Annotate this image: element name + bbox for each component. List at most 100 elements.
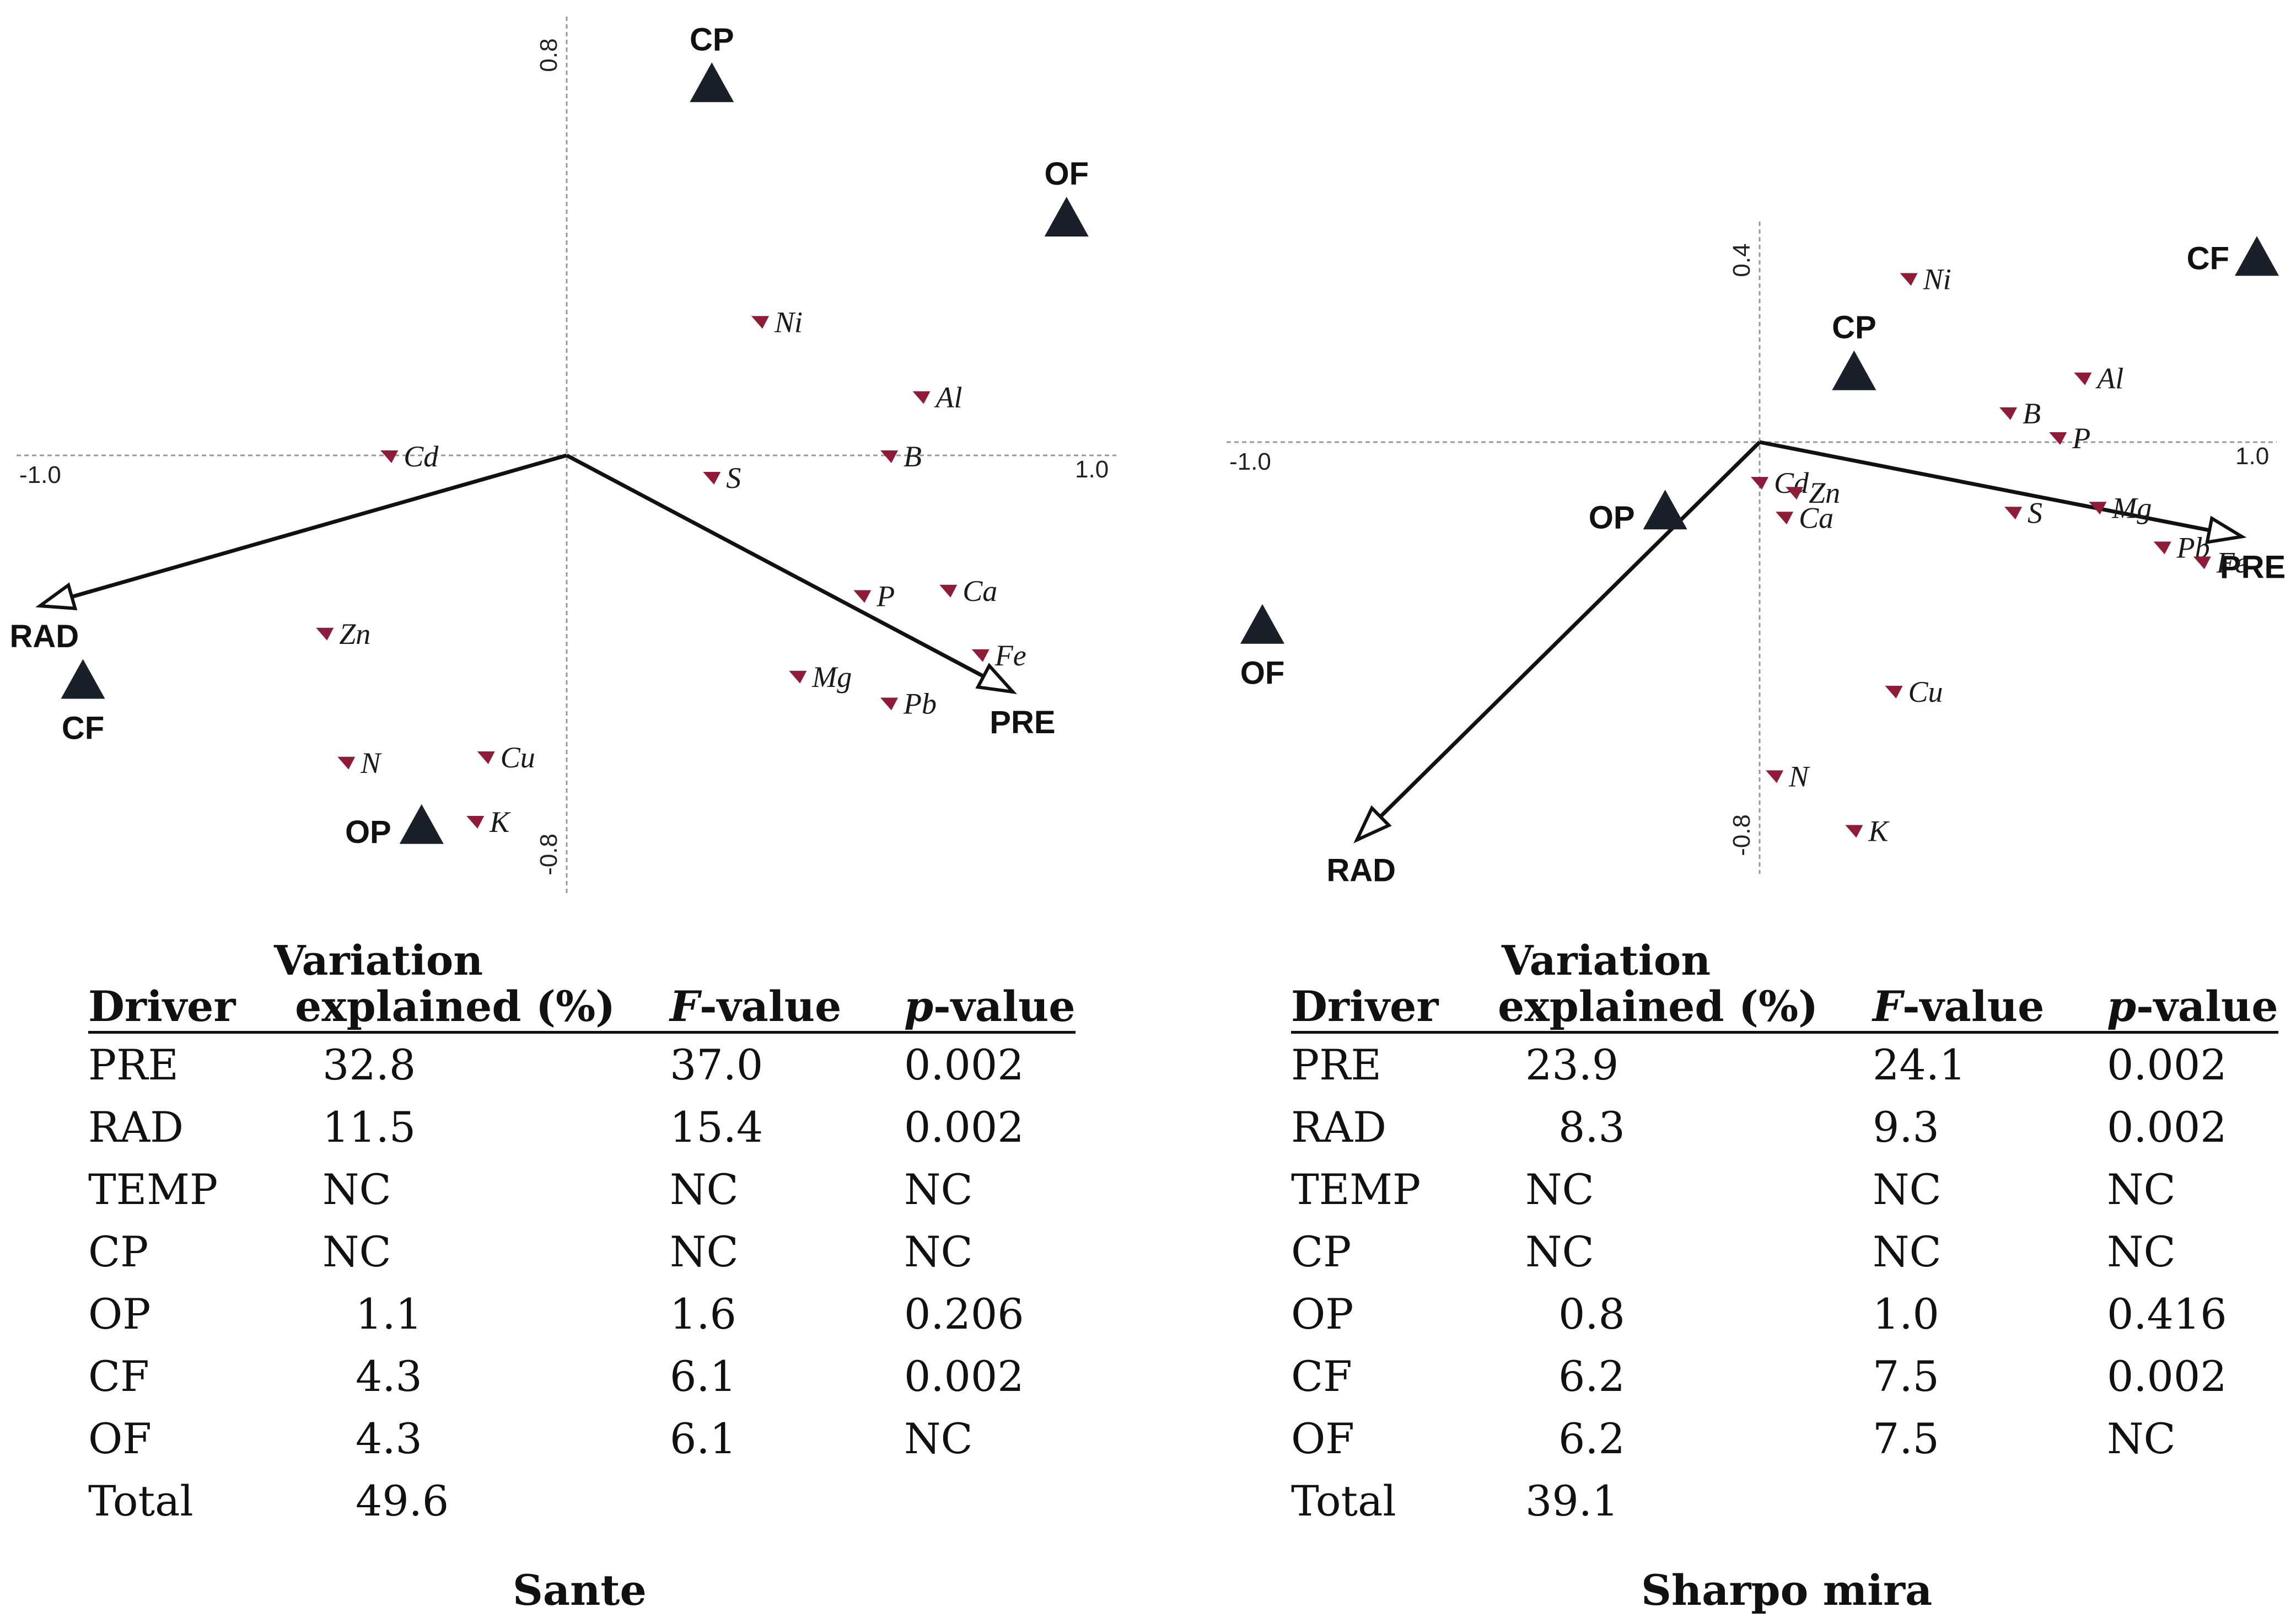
p-value-cell: NC [904,1227,973,1276]
header-f-value: F-value [670,969,904,1034]
factor-marker-of [1240,604,1284,644]
p-value-cell: NC [2107,1414,2176,1463]
species-marker-mg [789,670,807,684]
p-value-cell: NC [904,1165,973,1214]
factor-label-of: OF [1044,156,1089,192]
header-f-value: F-value [1873,969,2107,1034]
p-value-cell: 0.416 [2107,1289,2227,1339]
table-row: PRE 32.8 37.0 0.002 [88,1033,1076,1097]
explained-cell: 6.2 [1558,1414,1625,1463]
arrow-rad [40,453,567,608]
explained-cell: 6.2 [1558,1352,1625,1401]
species-marker-fe [2193,556,2211,569]
factor-label-cf: CF [2187,240,2229,276]
p-value-cell: 0.002 [904,1040,1024,1089]
factor-label-of: OF [1240,655,1285,691]
species-marker-ni [1900,273,1918,286]
f-value-cell: NC [1873,1227,1942,1276]
table-header-row: Driver explained (%) F-value p-value [1291,969,2278,1034]
species-marker-cd [380,450,399,463]
species-marker-k [466,816,485,829]
table-total-row: Total 39.1 [1291,1470,2278,1532]
driver-cell: TEMP [1291,1165,1421,1214]
sharpo-mira-variation-table: Variation Driver explained (%) F-value p… [1291,937,2296,1621]
f-value-cell: 7.5 [1873,1352,1939,1401]
driver-cell: OP [88,1289,151,1339]
table-row: RAD 8.3 9.3 0.002 [1291,1096,2278,1158]
species-marker-s [703,472,721,485]
species-label-s: S [726,461,741,495]
arrow-head [2205,515,2247,545]
factor-marker-cp [690,62,734,103]
table-row: OP 1.1 1.6 0.206 [88,1283,1076,1345]
table-row: OF 6.2 7.5 NC [1291,1407,2278,1470]
factor-label-cp: CP [1832,310,1876,346]
driver-cell: CF [88,1352,149,1401]
f-value-cell: NC [1873,1165,1942,1214]
arrow-label-pre: PRE [2220,549,2286,585]
species-marker-zn [1786,487,1804,500]
p-value-cell: NC [2107,1165,2176,1214]
f-value-cell: NC [670,1227,739,1276]
site-label: Sante [513,1566,647,1615]
arrow-head [35,582,78,610]
explained-cell: 4.3 [356,1352,422,1401]
species-label-p: P [876,580,895,613]
table-row: TEMP NC NC NC [88,1158,1076,1221]
table-row: CP NC NC NC [88,1221,1076,1283]
species-marker-pb [880,697,898,711]
total-label: Total [1291,1476,1396,1525]
x-tick-label: 1.0 [1075,456,1109,483]
factor-marker-op [399,804,444,844]
p-value-cell: 0.206 [904,1289,1024,1339]
factor-marker-cf [2235,236,2279,276]
factor-label-cp: CP [690,22,734,57]
species-label-fe: Fe [994,639,1026,672]
factor-marker-of [1044,197,1089,237]
f-value-cell: 1.6 [670,1289,736,1339]
p-value-cell: 0.002 [904,1352,1024,1401]
arrow-head [975,663,1017,695]
table-row: RAD 11.5 15.4 0.002 [88,1096,1076,1158]
species-label-pb: Pb [903,687,937,721]
f-value-cell: 37.0 [670,1040,763,1089]
species-marker-cu [477,751,495,764]
species-label-b: B [904,440,922,473]
factor-marker-cp [1832,350,1876,390]
f-value-cell: 6.1 [670,1352,736,1401]
x-tick-label: -1.0 [19,461,61,488]
arrow-label-rad: RAD [10,619,79,654]
factor-marker-cf [61,659,105,699]
driver-cell: RAD [1291,1103,1387,1152]
driver-cell: OF [1291,1414,1355,1463]
species-label-cu: Cu [501,741,535,774]
variation-table: Driver explained (%) F-value p-value PRE… [88,969,1076,1532]
explained-cell: NC [322,1227,391,1276]
p-value-cell: NC [2107,1227,2176,1276]
arrow-head [1353,805,1392,843]
species-label-k: K [1868,815,1890,848]
species-marker-b [1999,407,2017,420]
header-explained: explained (%) [1498,969,1873,1034]
f-value-cell: 24.1 [1873,1040,1966,1089]
table-header-row: Driver explained (%) F-value p-value [88,969,1076,1034]
f-value-cell: NC [670,1165,739,1214]
driver-cell: TEMP [88,1165,218,1214]
species-marker-al [2074,372,2092,385]
arrow-pre [566,453,1013,694]
species-label-zn: Zn [339,617,370,651]
species-marker-pb [2153,541,2171,555]
species-marker-ca [1776,512,1794,525]
table-row: OP 0.8 1.0 0.416 [1291,1283,2278,1345]
table-row: CF 4.3 6.1 0.002 [88,1345,1076,1407]
explained-cell: 1.1 [356,1289,422,1339]
species-label-ni: Ni [774,305,803,338]
x-tick-label: -1.0 [1229,448,1271,475]
y-tick-label: -0.8 [535,834,562,875]
factor-label-op: OP [345,814,391,850]
species-marker-al [912,391,931,404]
species-label-cd: Cd [404,440,439,473]
explained-cell: NC [322,1165,391,1214]
header-explained: explained (%) [295,969,670,1034]
